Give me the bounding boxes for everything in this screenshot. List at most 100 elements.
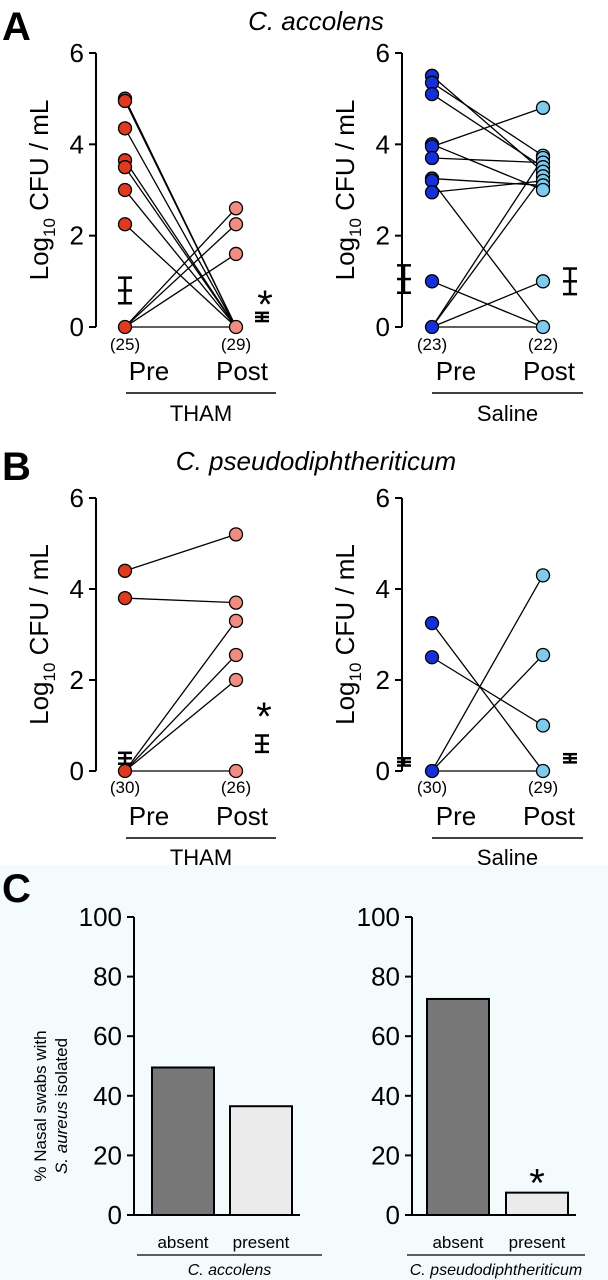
y-tick-label: 0 bbox=[376, 756, 390, 786]
y-tick-label: 0 bbox=[386, 1200, 400, 1230]
y-tick-label: 60 bbox=[371, 1021, 400, 1051]
y-tick-label: 6 bbox=[70, 38, 84, 68]
count-label-post: (26) bbox=[221, 778, 251, 797]
scatter-chart-a-saline: 0 2 4 6 Log10 CFU / mL (23) (22) Pre Post Saline bbox=[330, 38, 583, 426]
paired-line bbox=[431, 575, 544, 772]
paired-line bbox=[124, 128, 237, 328]
y-axis-label-line2: S. aureus isolated bbox=[52, 1038, 71, 1174]
count-label-pre: (30) bbox=[110, 778, 140, 797]
paired-line bbox=[431, 82, 544, 157]
pre-point bbox=[117, 590, 133, 606]
bar-present bbox=[505, 1191, 569, 1217]
paired-line bbox=[124, 166, 237, 328]
bar-chart-c-pseudodiphtheriticum: 0 20 40 60 80 100 absent present * C. pseudodipht… bbox=[357, 902, 585, 1279]
post-point bbox=[228, 217, 244, 232]
y-tick-label: 20 bbox=[93, 1140, 122, 1170]
group-label: THAM bbox=[170, 845, 232, 870]
scatter-chart-a-tham: 0 2 4 6 Log10 CFU / mL * (25) (29) Pre Post THAM bbox=[24, 38, 276, 426]
pre-point bbox=[424, 650, 440, 665]
category-label-present: present bbox=[233, 1233, 290, 1252]
post-point bbox=[535, 568, 551, 583]
paired-line bbox=[124, 207, 237, 328]
post-point bbox=[535, 319, 551, 335]
category-label-post: Post bbox=[216, 356, 269, 386]
y-tick-label: 2 bbox=[70, 221, 84, 251]
y-tick-label: 4 bbox=[70, 129, 84, 159]
paired-line bbox=[124, 597, 237, 604]
y-tick-label: 0 bbox=[108, 1200, 122, 1230]
post-point bbox=[228, 595, 244, 610]
post-point bbox=[535, 274, 551, 289]
y-tick-label: 2 bbox=[376, 665, 390, 695]
group-label: THAM bbox=[170, 401, 232, 426]
y-tick-label: 100 bbox=[79, 902, 122, 932]
paired-line bbox=[431, 175, 544, 328]
post-point bbox=[228, 672, 244, 688]
pre-point bbox=[117, 93, 133, 109]
paired-line bbox=[124, 253, 237, 328]
y-tick-label: 6 bbox=[376, 483, 390, 513]
paired-line bbox=[431, 280, 544, 328]
paired-line bbox=[124, 223, 237, 328]
pre-point bbox=[117, 763, 133, 779]
post-point bbox=[228, 319, 244, 335]
group-label: Saline bbox=[477, 401, 538, 426]
paired-line bbox=[124, 533, 237, 572]
paired-line bbox=[124, 620, 237, 772]
paired-line bbox=[431, 107, 544, 148]
group-label: C. pseudodiphtheriticum bbox=[410, 1262, 583, 1279]
significance-asterisk: * bbox=[256, 695, 272, 739]
post-point bbox=[228, 613, 244, 628]
y-tick-label: 0 bbox=[70, 312, 84, 342]
significance-asterisk: * bbox=[257, 283, 273, 327]
paired-line bbox=[124, 189, 237, 328]
y-tick-label: 0 bbox=[70, 756, 84, 786]
paired-line bbox=[431, 180, 544, 193]
panel-b-title: C. pseudodiphtheriticum bbox=[176, 446, 456, 476]
paired-line bbox=[431, 93, 544, 168]
bar-absent bbox=[151, 1066, 215, 1216]
y-tick-label: 80 bbox=[371, 962, 400, 992]
pre-point bbox=[117, 217, 133, 232]
y-axis-label: Log10 CFU / mL bbox=[24, 544, 59, 725]
y-tick-label: 4 bbox=[376, 129, 390, 159]
post-point bbox=[228, 201, 244, 216]
panel-label-a: A bbox=[2, 5, 31, 49]
count-label-post: (22) bbox=[528, 335, 558, 354]
pre-point bbox=[117, 121, 133, 136]
group-label: C. accolens bbox=[188, 1262, 272, 1279]
category-label-absent: absent bbox=[432, 1233, 483, 1252]
paired-line bbox=[431, 654, 544, 772]
y-tick-label: 2 bbox=[70, 665, 84, 695]
pre-point bbox=[424, 274, 440, 289]
panel-label-b: B bbox=[2, 445, 31, 489]
category-label-post: Post bbox=[216, 801, 269, 831]
y-tick-label: 40 bbox=[93, 1081, 122, 1111]
pre-point bbox=[424, 319, 440, 335]
pre-point bbox=[424, 615, 440, 631]
y-tick-label: 6 bbox=[376, 38, 390, 68]
post-point bbox=[535, 182, 551, 198]
y-tick-label: 80 bbox=[93, 962, 122, 992]
category-label-pre: Pre bbox=[129, 356, 169, 386]
pre-point bbox=[117, 160, 133, 175]
post-point bbox=[535, 718, 551, 733]
post-point bbox=[228, 246, 244, 262]
category-label-post: Post bbox=[523, 801, 576, 831]
paired-line bbox=[431, 177, 544, 187]
y-tick-label: 4 bbox=[376, 574, 390, 604]
category-label-absent: absent bbox=[157, 1233, 208, 1252]
category-label-post: Post bbox=[523, 356, 576, 386]
y-tick-label: 6 bbox=[70, 483, 84, 513]
y-axis-label: Log10 CFU / mL bbox=[330, 100, 365, 281]
bar-chart-c-accolens: 0 20 40 60 80 100 absent present C. accolens % Na… bbox=[31, 902, 322, 1279]
paired-line bbox=[124, 159, 237, 328]
pre-point bbox=[424, 763, 440, 779]
post-point bbox=[228, 647, 244, 663]
scatter-chart-b-tham: 0 2 4 6 Log10 CFU / mL * (30) (26) Pre Post THAM bbox=[24, 483, 276, 870]
paired-line bbox=[431, 157, 544, 164]
paired-line bbox=[431, 656, 544, 727]
category-label-present: present bbox=[509, 1233, 566, 1252]
y-tick-label: 0 bbox=[376, 312, 390, 342]
